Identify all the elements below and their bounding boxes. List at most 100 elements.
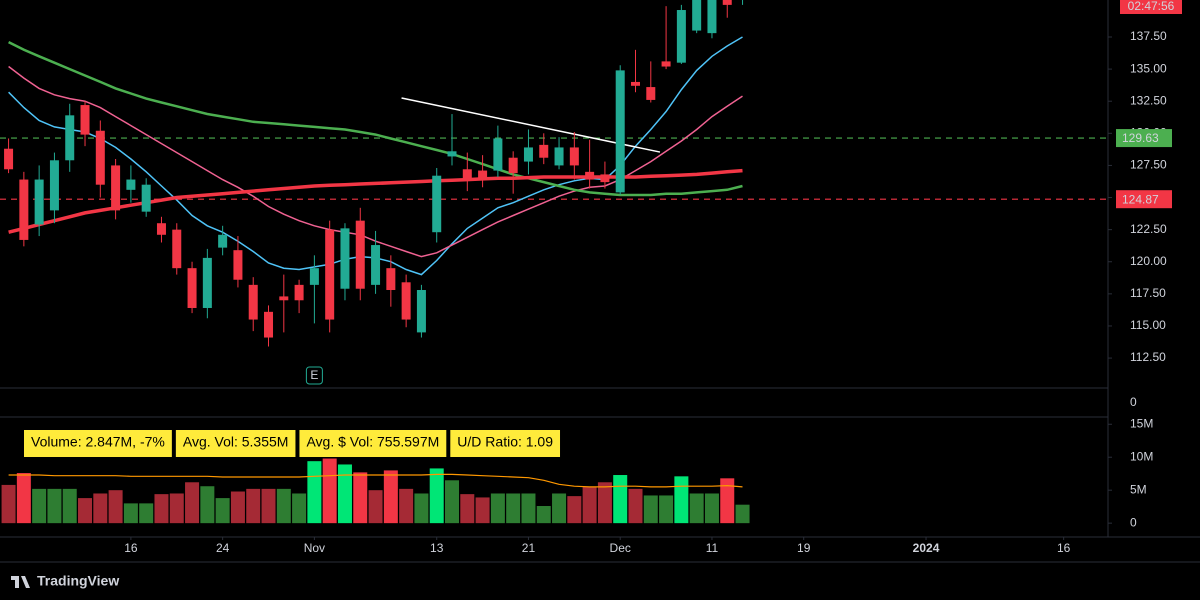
stat-box xyxy=(450,430,561,457)
volume-bar xyxy=(246,488,261,524)
y-tick-label: 127.50 xyxy=(1130,158,1167,172)
separator-tick-label: 0 xyxy=(1130,395,1137,409)
earnings-marker xyxy=(305,366,323,385)
y-tick-label: 120.00 xyxy=(1130,254,1167,268)
volume-bar xyxy=(169,493,184,524)
volume-bar xyxy=(1,484,16,524)
candle-body xyxy=(187,268,197,308)
volume-bar xyxy=(659,495,674,524)
candle-body xyxy=(126,179,136,190)
candle-body xyxy=(462,169,472,181)
candle-body xyxy=(49,160,59,211)
volume-bar xyxy=(93,493,108,524)
volume-bar xyxy=(200,486,215,524)
candle-body xyxy=(707,0,717,34)
price-badge-label: 129.63 xyxy=(1122,131,1159,145)
candle-body xyxy=(508,157,518,174)
volume-bar xyxy=(613,475,628,524)
price-pane xyxy=(0,0,1108,347)
volume-bar xyxy=(674,476,689,524)
candle-body xyxy=(65,115,75,161)
volume-pane xyxy=(1,458,750,524)
candle-body xyxy=(676,10,686,63)
candle-body xyxy=(585,171,595,180)
volume-bar xyxy=(460,494,475,524)
volume-tick-label: 15M xyxy=(1130,416,1153,430)
volume-bar xyxy=(292,493,307,524)
x-tick-label: 19 xyxy=(797,541,811,555)
volume-bar xyxy=(689,493,704,524)
volume-bar xyxy=(383,470,398,524)
candle-body xyxy=(141,184,151,212)
volume-bar xyxy=(475,497,490,524)
candle-body xyxy=(600,174,610,183)
logo-text: TradingView xyxy=(37,573,119,589)
y-tick-label: 115.00 xyxy=(1130,318,1166,332)
volume-bar xyxy=(16,473,31,524)
volume-bar xyxy=(582,486,597,524)
y-tick-label: 137.50 xyxy=(1130,29,1167,43)
candle-body xyxy=(401,282,411,320)
candle-body xyxy=(95,130,105,185)
volume-bar xyxy=(322,458,337,524)
candle-body xyxy=(631,81,641,86)
candle-body xyxy=(80,105,90,135)
volume-bar xyxy=(353,472,368,524)
candle-body xyxy=(309,268,319,285)
volume-bar xyxy=(230,491,245,524)
volume-bar xyxy=(307,461,322,524)
volume-bar xyxy=(368,490,383,524)
volume-bar xyxy=(552,493,567,524)
volume-bar xyxy=(597,482,612,524)
candle-body xyxy=(646,87,656,100)
candle-body xyxy=(218,234,228,248)
volume-bar xyxy=(215,498,230,524)
x-tick-label: Dec xyxy=(610,541,631,555)
candle-body xyxy=(569,147,579,166)
y-tick-label: 132.50 xyxy=(1130,93,1167,107)
candle-body xyxy=(722,0,732,5)
volume-bar xyxy=(735,504,750,524)
moving-average xyxy=(8,40,743,197)
candle-body xyxy=(4,148,14,170)
volume-bar xyxy=(47,488,62,524)
y-tick-label: 122.50 xyxy=(1130,222,1167,236)
volume-bar xyxy=(704,493,719,524)
candle-body xyxy=(248,284,258,320)
candle-body xyxy=(447,151,457,157)
volume-bar xyxy=(429,468,444,524)
y-tick-label: 112.50 xyxy=(1130,350,1166,364)
x-tick-label: 13 xyxy=(430,541,444,555)
countdown-label: 02:47:56 xyxy=(1128,0,1175,13)
price-badge-label: 124.87 xyxy=(1122,192,1159,206)
overlay: 137.50135.00132.50130.00127.50125.00122.… xyxy=(24,0,1182,555)
candle-body xyxy=(279,296,289,301)
earnings-label: E xyxy=(310,368,318,382)
stat-label: Volume: 2.847M, -7% xyxy=(31,434,165,450)
volume-bar xyxy=(399,488,414,524)
average-volume xyxy=(8,473,743,488)
volume-bar xyxy=(276,488,291,524)
y-tick-label: 135.00 xyxy=(1130,61,1167,75)
volume-bar xyxy=(337,464,352,524)
candle-body xyxy=(615,70,625,193)
candle-body xyxy=(371,245,381,285)
volume-bar xyxy=(78,498,93,524)
volume-bar xyxy=(108,490,123,524)
stat-box xyxy=(175,430,296,457)
candle-body xyxy=(661,61,671,67)
stat-label: Avg. $ Vol: 755.597M xyxy=(306,434,439,450)
logo[interactable]: TradingView xyxy=(10,573,119,589)
volume-bar xyxy=(185,482,200,524)
volume-bar xyxy=(490,493,505,524)
x-tick-label: 16 xyxy=(124,541,138,555)
candle-body xyxy=(19,179,29,240)
volume-bar xyxy=(32,488,47,524)
candle-body xyxy=(111,165,121,211)
candle-body xyxy=(692,0,702,31)
stat-label: Avg. Vol: 5.355M xyxy=(183,434,289,450)
volume-bar xyxy=(261,488,276,524)
candle-body xyxy=(386,268,396,291)
candle-body xyxy=(156,223,166,235)
